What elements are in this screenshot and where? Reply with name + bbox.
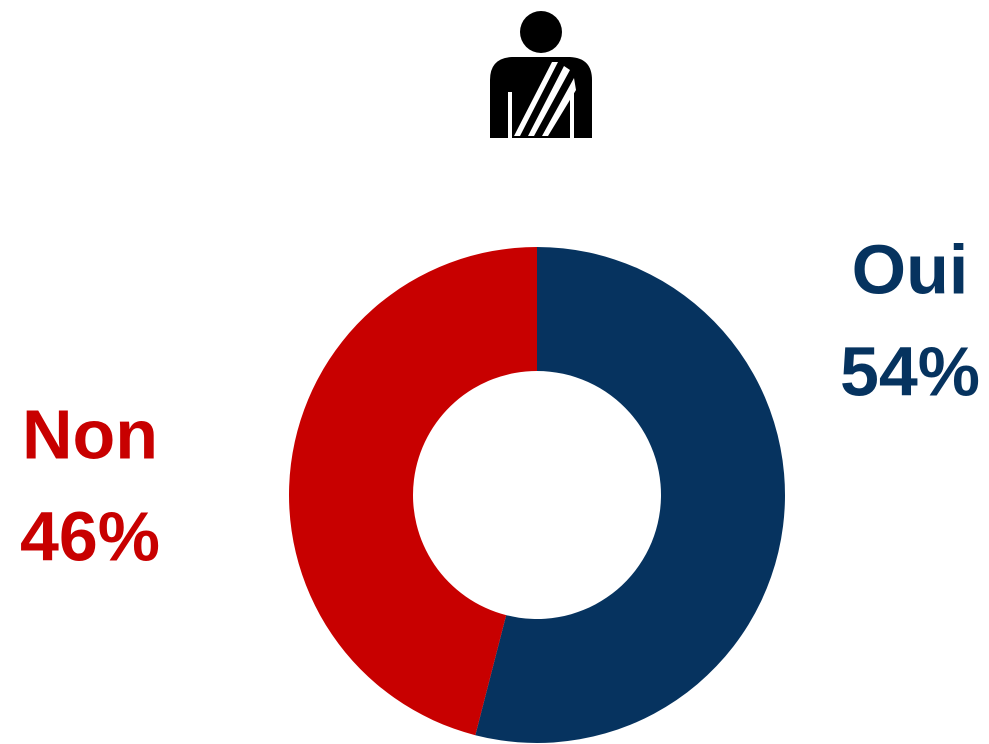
- seatbelt-icon: [490, 11, 592, 138]
- donut-slice: [475, 247, 786, 743]
- donut-slice: [289, 247, 537, 736]
- value-label: 46%: [20, 497, 160, 575]
- value-label: 54%: [840, 332, 980, 410]
- category-label: Oui: [852, 230, 969, 308]
- category-label: Non: [22, 395, 158, 473]
